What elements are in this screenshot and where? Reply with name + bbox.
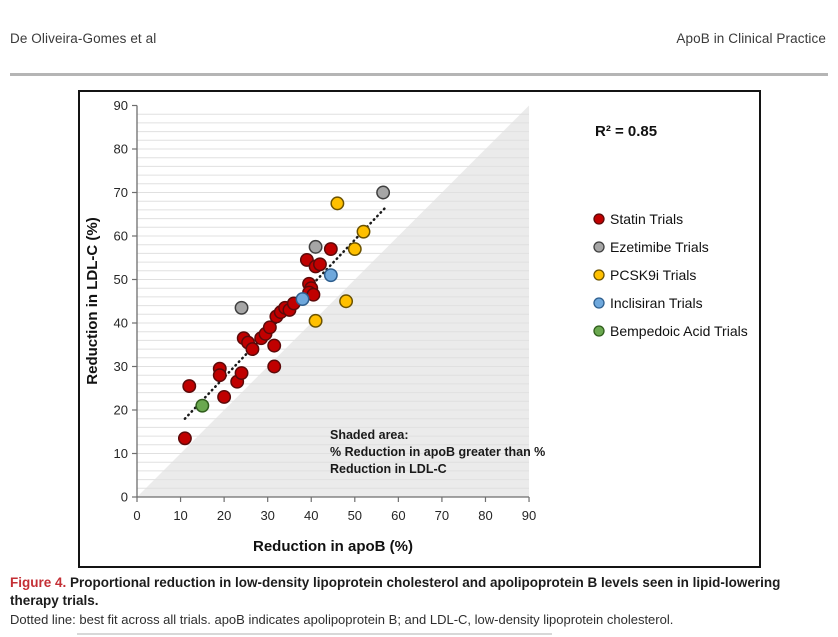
shaded-area-annotation-line: % Reduction in apoB greater than % xyxy=(330,445,545,459)
x-tick-label: 60 xyxy=(391,508,405,523)
data-point-inclisiran xyxy=(295,292,310,307)
data-point-ezetimibe xyxy=(234,300,249,315)
data-point-pcsk9i xyxy=(356,224,371,239)
scatter-chart: 0 10 20 30 40 50 60 70 80 90 0 10 20 30 40 50 60 70 80 90 Sh… xyxy=(84,98,748,555)
legend-marker-statin xyxy=(593,213,605,225)
data-point-statin xyxy=(262,320,277,335)
y-tick-label: 0 xyxy=(121,490,128,505)
y-tick-label: 10 xyxy=(114,446,128,461)
data-point-pcsk9i xyxy=(339,294,354,309)
data-point-statin xyxy=(182,379,197,394)
shaded-area-annotation-line: Shaded area: xyxy=(330,428,409,442)
data-point-pcsk9i xyxy=(330,196,345,211)
data-point-inclisiran xyxy=(323,268,338,283)
figure-number-label: Figure 4. xyxy=(10,575,67,590)
legend-label-bempedoic: Bempedoic Acid Trials xyxy=(610,323,748,339)
legend-marker-bempedoic xyxy=(593,325,605,337)
y-tick-label: 90 xyxy=(114,98,128,113)
data-point-statin xyxy=(323,242,338,257)
data-point-statin xyxy=(212,368,227,383)
series-pcsk9i xyxy=(308,196,371,328)
x-tick-label: 80 xyxy=(478,508,492,523)
x-tick-label: 70 xyxy=(435,508,449,523)
bottom-partial-rule xyxy=(77,633,552,635)
legend: Statin Trials Ezetimibe Trials PCSK9i Tria… xyxy=(593,211,748,339)
figure-caption-title: Figure 4. Proportional reduction in low-… xyxy=(10,574,828,609)
x-tick-label: 20 xyxy=(217,508,231,523)
y-tick-label: 80 xyxy=(114,142,128,157)
data-point-statin xyxy=(313,257,327,272)
legend-marker-ezetimibe xyxy=(593,241,605,253)
legend-label-inclisiran: Inclisiran Trials xyxy=(610,295,703,311)
y-axis-title: Reduction in LDL-C (%) xyxy=(84,217,101,384)
x-axis-title: Reduction in apoB (%) xyxy=(253,538,413,555)
legend-label-pcsk9i: PCSK9i Trials xyxy=(610,267,696,283)
figure-panel: 0 10 20 30 40 50 60 70 80 90 0 10 20 30 40 50 60 70 80 90 Sh… xyxy=(78,90,761,568)
running-head-journal: ApoB in Clinical Practice xyxy=(676,31,826,46)
y-tick-label: 20 xyxy=(114,403,128,418)
y-tick-label: 50 xyxy=(114,272,128,287)
legend-marker-inclisiran xyxy=(593,297,605,309)
legend-marker-pcsk9i xyxy=(593,269,605,281)
data-point-statin xyxy=(267,359,282,374)
legend-label-statin: Statin Trials xyxy=(610,211,683,227)
legend-label-ezetimibe: Ezetimibe Trials xyxy=(610,239,709,255)
shaded-region xyxy=(137,105,530,497)
trendline xyxy=(183,206,387,420)
data-point-statin xyxy=(245,342,260,357)
series-ezetimibe xyxy=(234,185,391,315)
series-bempedoic xyxy=(195,398,210,413)
y-tick-label: 40 xyxy=(114,316,128,331)
data-point-statin xyxy=(267,338,282,353)
x-tick-label: 90 xyxy=(522,508,536,523)
x-tick-label: 30 xyxy=(260,508,274,523)
running-head-author: De Oliveira-Gomes et al xyxy=(10,31,157,46)
header-divider-rule xyxy=(10,73,828,76)
y-tick-label: 70 xyxy=(114,185,128,200)
data-point-statin xyxy=(234,366,249,380)
y-tick-label: 60 xyxy=(114,229,128,244)
data-point-statin xyxy=(177,431,192,446)
figure-caption: Figure 4. Proportional reduction in low-… xyxy=(10,574,828,628)
y-tick-label: 30 xyxy=(114,359,128,374)
data-point-statin xyxy=(217,390,232,404)
x-tick-label: 40 xyxy=(304,508,318,523)
data-point-ezetimibe xyxy=(308,239,323,254)
figure-title-text: Proportional reduction in low-density li… xyxy=(10,575,781,608)
x-tick-label: 0 xyxy=(133,508,140,523)
data-point-pcsk9i xyxy=(308,313,323,328)
x-tick-label: 50 xyxy=(348,508,362,523)
series-inclisiran xyxy=(295,268,338,307)
data-point-bempedoic xyxy=(195,398,210,413)
x-tick-label: 10 xyxy=(173,508,187,523)
figure-caption-note: Dotted line: best fit across all trials.… xyxy=(10,612,674,628)
shaded-area-annotation-line: Reduction in LDL-C xyxy=(330,462,447,476)
running-head: De Oliveira-Gomes et al ApoB in Clinical… xyxy=(10,31,826,46)
data-point-pcsk9i xyxy=(347,242,362,257)
r-squared-label: R² = 0.85 xyxy=(595,123,657,140)
data-point-ezetimibe xyxy=(376,185,391,200)
